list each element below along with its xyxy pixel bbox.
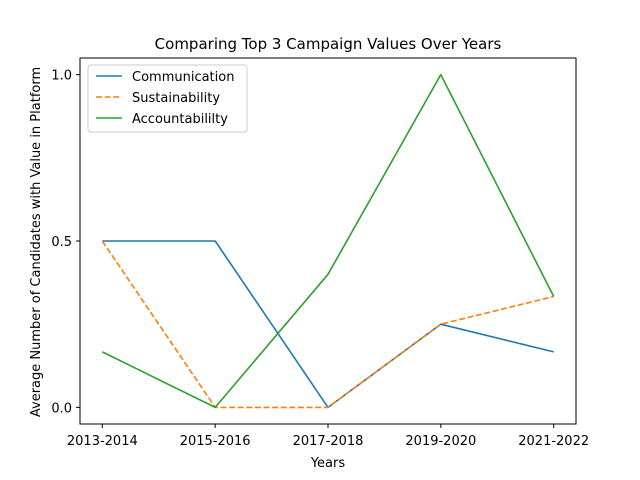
plot-frame xyxy=(79,57,577,425)
x-tick-label: 2021-2022 xyxy=(518,434,589,449)
y-axis-label: Average Number of Candidates with Value … xyxy=(29,67,44,417)
legend-label-accountabililty: Accountabililty xyxy=(132,112,228,127)
series-line-sustainability xyxy=(101,240,554,409)
series-line-accountabililty xyxy=(101,73,555,409)
chart-title: Comparing Top 3 Campaign Values Over Yea… xyxy=(155,35,502,53)
x-tick-label: 2019-2020 xyxy=(405,434,476,449)
y-tick-label: 0.0 xyxy=(51,401,72,416)
y-tick-label: 1.0 xyxy=(51,69,72,84)
legend-label-sustainability: Sustainability xyxy=(132,91,220,106)
y-axis-ticks: 0.0 0.5 1.0 xyxy=(51,69,80,416)
legend-box xyxy=(87,64,248,133)
legend: Communication Sustainability Accountabilil… xyxy=(87,64,248,133)
x-axis-ticks: 2013-2014 2015-2016 2017-2018 2019-2020 2021… xyxy=(67,424,589,449)
y-tick-label: 0.5 xyxy=(51,235,72,250)
x-tick-label: 2017-2018 xyxy=(293,434,364,449)
x-tick-label: 2013-2014 xyxy=(67,434,138,449)
x-tick-label: 2015-2016 xyxy=(180,434,251,449)
legend-label-communication: Communication xyxy=(132,70,234,85)
series-layer xyxy=(101,73,555,409)
x-axis-label: Years xyxy=(310,456,346,471)
